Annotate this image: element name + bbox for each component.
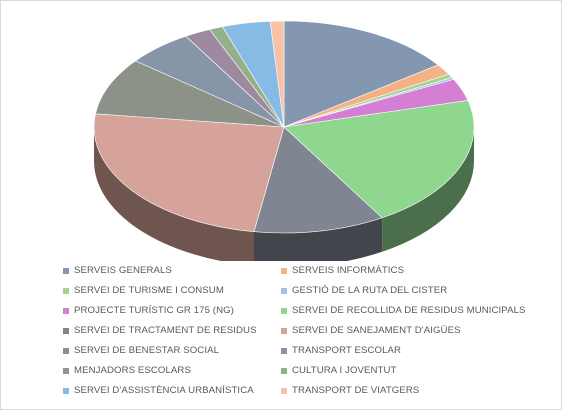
pie-side-7 [94, 127, 254, 261]
legend-swatch [63, 287, 69, 294]
legend-swatch [281, 367, 287, 374]
legend-label: PROJECTE TURÍSTIC GR 175 (NG) [74, 305, 234, 316]
legend-label: SERVEIS GENERALS [74, 265, 172, 276]
legend-item: MENJADORS ESCOLARS [63, 365, 191, 376]
legend-item: SERVEI D'ASSISTÈNCIA URBANÍSTICA [63, 385, 254, 396]
pie-slice-0[interactable] [283, 20, 439, 128]
pie-slice-6[interactable] [253, 126, 383, 234]
legend-swatch [63, 267, 69, 274]
legend-swatch [281, 267, 287, 274]
legend-label: SERVEI DE TURISME I CONSUM [74, 285, 224, 296]
legend-swatch [63, 327, 69, 334]
legend-label: SERVEI DE SANEJAMENT D'AIGÜES [292, 325, 461, 336]
legend-item: SERVEI DE SANEJAMENT D'AIGÜES [281, 325, 461, 336]
legend-label: SERVEI DE RECOLLIDA DE RESIDUS MUNICIPAL… [292, 305, 526, 316]
pie-chart [93, 20, 475, 261]
pie-slice-13[interactable] [269, 20, 285, 128]
legend-label: SERVEI DE BENESTAR SOCIAL [74, 345, 220, 356]
legend-swatch [281, 387, 287, 394]
pie-slice-8[interactable] [95, 60, 285, 128]
legend-label: GESTIÓ DE LA RUTA DEL CISTER [292, 285, 448, 296]
legend-swatch [281, 287, 287, 294]
legend-label: TRANSPORT DE VIATGERS [292, 385, 420, 396]
legend-item: SERVEI DE RECOLLIDA DE RESIDUS MUNICIPAL… [281, 305, 526, 316]
legend-swatch [281, 307, 287, 314]
legend-swatch [281, 347, 287, 354]
legend-label: SERVEI DE TRACTAMENT DE RESIDUS [74, 325, 257, 336]
legend-item: SERVEI DE BENESTAR SOCIAL [63, 345, 219, 356]
legend-item: SERVEIS GENERALS [63, 265, 172, 276]
legend-item: TRANSPORT ESCOLAR [281, 345, 401, 356]
legend-label: MENJADORS ESCOLARS [74, 365, 191, 376]
legend-item: TRANSPORT DE VIATGERS [281, 385, 419, 396]
legend-item: SERVEI DE TRACTAMENT DE RESIDUS [63, 325, 257, 336]
pie-slice-7[interactable] [93, 113, 285, 232]
pie-slice-5[interactable] [283, 100, 475, 219]
legend-label: TRANSPORT ESCOLAR [292, 345, 402, 356]
legend-swatch [63, 387, 69, 394]
legend-item: SERVEI DE TURISME I CONSUM [63, 285, 224, 296]
legend-label: SERVEI D'ASSISTÈNCIA URBANÍSTICA [74, 385, 254, 396]
legend-swatch [281, 327, 287, 334]
legend-item: SERVEIS INFORMÀTICS [281, 265, 404, 276]
legend-item: PROJECTE TURÍSTIC GR 175 (NG) [63, 305, 234, 316]
pie-side-6 [253, 217, 383, 261]
pie-side-5 [382, 127, 474, 252]
legend-label: SERVEIS INFORMÀTICS [292, 265, 405, 276]
legend-label: CULTURA I JOVENTUT [292, 365, 397, 376]
legend-item: GESTIÓ DE LA RUTA DEL CISTER [281, 285, 447, 296]
legend-swatch [63, 367, 69, 374]
legend-swatch [63, 347, 69, 354]
legend-swatch [63, 307, 69, 314]
legend-item: CULTURA I JOVENTUT [281, 365, 397, 376]
